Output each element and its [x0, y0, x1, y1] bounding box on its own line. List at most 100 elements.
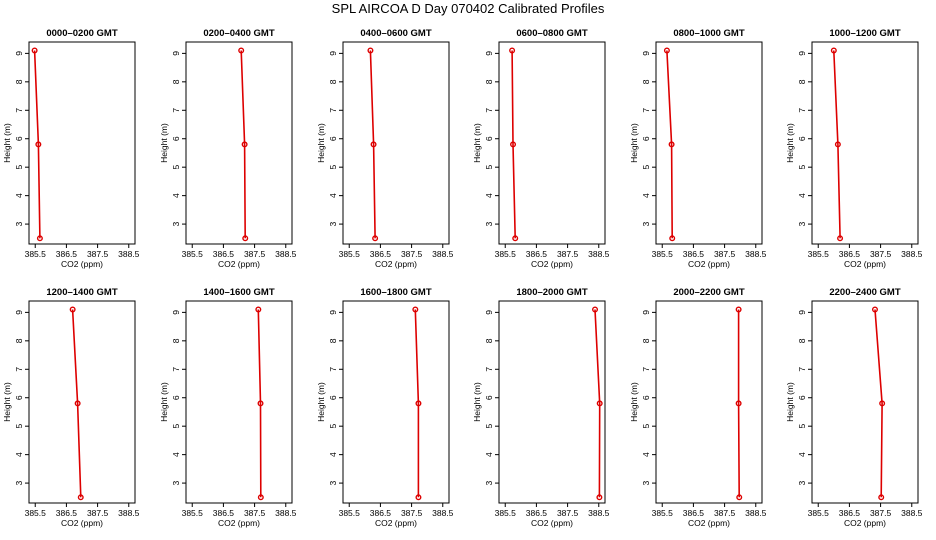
- y-tick-label: 3: [171, 480, 181, 485]
- y-tick-label: 8: [641, 338, 651, 343]
- y-tick-label: 7: [328, 108, 338, 113]
- profile-point: [31, 47, 38, 54]
- x-tick-label: 385.5: [182, 249, 204, 259]
- x-axis-label: CO2 (ppm): [688, 518, 730, 528]
- x-tick-label: 387.5: [870, 249, 892, 259]
- y-tick-label: 9: [14, 310, 24, 315]
- y-tick-label: 3: [171, 221, 181, 226]
- x-tick-label: 388.5: [588, 249, 610, 259]
- profile-point: [242, 235, 249, 242]
- y-tick-label: 3: [641, 480, 651, 485]
- x-tick-label: 387.5: [244, 508, 266, 518]
- y-tick-label: 8: [797, 79, 807, 84]
- plot-frame: [811, 41, 919, 245]
- x-axis-label: CO2 (ppm): [531, 259, 573, 269]
- y-tick-label: 3: [14, 221, 24, 226]
- y-tick-label: 5: [484, 424, 494, 429]
- x-tick-label: 388.5: [275, 249, 297, 259]
- y-tick-label: 6: [14, 395, 24, 400]
- x-tick-label: 387.5: [714, 508, 736, 518]
- x-tick-label: 386.5: [526, 249, 548, 259]
- profile-point: [663, 47, 670, 54]
- profile-point: [370, 141, 377, 148]
- x-tick-label: 387.5: [401, 249, 423, 259]
- y-axis-label: Height (m): [159, 123, 169, 163]
- profile-point: [241, 141, 248, 148]
- x-axis-label: CO2 (ppm): [218, 259, 260, 269]
- x-tick-label: 385.5: [339, 249, 361, 259]
- y-tick-label: 3: [328, 221, 338, 226]
- y-tick-label: 3: [797, 480, 807, 485]
- plot-frame: [342, 300, 450, 504]
- y-tick-label: 6: [641, 136, 651, 141]
- y-tick-label: 7: [797, 108, 807, 113]
- profile-point: [596, 494, 603, 501]
- profile-line: [874, 309, 883, 498]
- profile-point: [35, 141, 42, 148]
- panel-title: 1400–1600 GMT: [203, 287, 274, 298]
- panel-title: 2200–2400 GMT: [829, 287, 900, 298]
- plot-frame: [811, 300, 919, 504]
- y-tick-label: 8: [328, 338, 338, 343]
- profile-point: [510, 141, 517, 148]
- x-tick-label: 386.5: [56, 249, 78, 259]
- x-tick-label: 385.5: [182, 508, 204, 518]
- y-tick-label: 5: [328, 165, 338, 170]
- x-axis-label: CO2 (ppm): [61, 518, 103, 528]
- y-axis-label: Height (m): [785, 123, 795, 163]
- x-tick-label: 386.5: [839, 508, 861, 518]
- profile-point: [837, 235, 844, 242]
- y-tick-label: 5: [14, 165, 24, 170]
- x-tick-label: 388.5: [118, 249, 140, 259]
- y-axis-label: Height (m): [472, 123, 482, 163]
- plot-frame: [185, 41, 293, 245]
- profile-point: [367, 47, 374, 54]
- y-tick-label: 4: [484, 193, 494, 198]
- y-tick-label: 7: [641, 108, 651, 113]
- plot-frame: [342, 41, 450, 245]
- y-tick-label: 4: [641, 452, 651, 457]
- y-tick-label: 9: [328, 310, 338, 315]
- y-tick-label: 7: [797, 367, 807, 372]
- profile-line: [71, 309, 82, 498]
- x-tick-label: 388.5: [588, 508, 610, 518]
- x-axis-label: CO2 (ppm): [375, 518, 417, 528]
- x-tick-label: 387.5: [244, 249, 266, 259]
- x-tick-label: 388.5: [118, 508, 140, 518]
- x-axis-label: CO2 (ppm): [688, 259, 730, 269]
- plot-frame: [28, 300, 136, 504]
- profile-point: [592, 306, 599, 313]
- profile-line: [33, 50, 41, 239]
- y-tick-label: 4: [797, 193, 807, 198]
- y-axis-label: Height (m): [472, 382, 482, 422]
- y-tick-label: 9: [328, 51, 338, 56]
- y-tick-label: 8: [14, 338, 24, 343]
- profile-point: [257, 400, 264, 407]
- y-tick-label: 8: [797, 338, 807, 343]
- x-tick-label: 386.5: [213, 249, 235, 259]
- panel-title: 2000–2200 GMT: [673, 287, 744, 298]
- x-tick-label: 388.5: [432, 249, 454, 259]
- x-tick-label: 385.5: [652, 508, 674, 518]
- x-axis-label: CO2 (ppm): [375, 259, 417, 269]
- x-axis-label: CO2 (ppm): [844, 518, 886, 528]
- panel-title: 0400–0600 GMT: [360, 28, 431, 39]
- y-tick-label: 9: [797, 51, 807, 56]
- y-tick-label: 3: [641, 221, 651, 226]
- x-tick-label: 388.5: [901, 508, 923, 518]
- x-tick-label: 386.5: [56, 508, 78, 518]
- profile-point: [36, 235, 43, 242]
- y-axis-label: Height (m): [316, 123, 326, 163]
- panel-title: 0000–0200 GMT: [46, 28, 117, 39]
- profile-line: [240, 50, 246, 239]
- x-tick-label: 387.5: [870, 508, 892, 518]
- y-tick-label: 9: [171, 310, 181, 315]
- x-axis-label: CO2 (ppm): [218, 518, 260, 528]
- y-tick-label: 8: [171, 338, 181, 343]
- profile-line: [833, 50, 841, 239]
- y-tick-label: 5: [484, 165, 494, 170]
- y-tick-label: 4: [797, 452, 807, 457]
- y-tick-label: 9: [797, 310, 807, 315]
- x-tick-label: 385.5: [808, 508, 830, 518]
- profile-point: [830, 47, 837, 54]
